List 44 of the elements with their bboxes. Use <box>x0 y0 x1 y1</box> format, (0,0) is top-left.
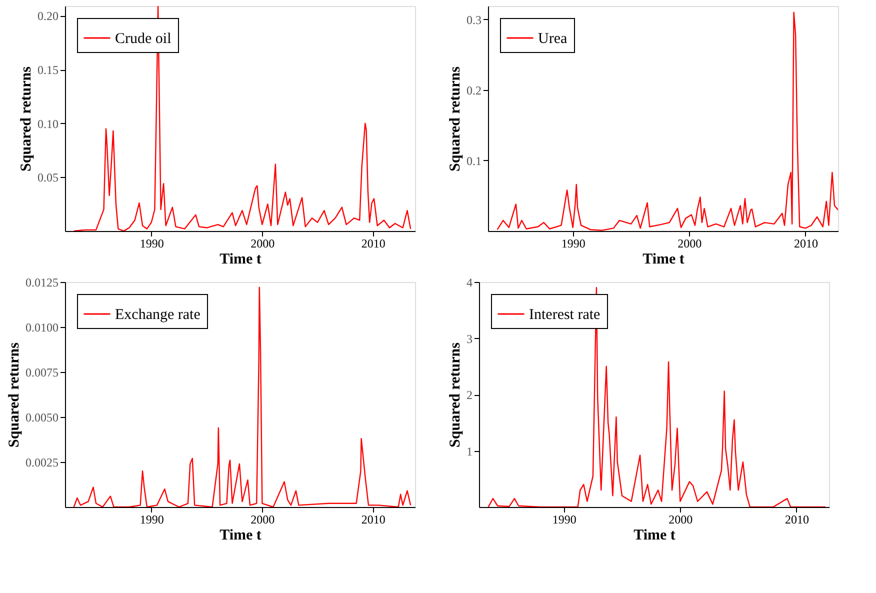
x-tick-label: 2010 <box>361 512 386 526</box>
y-tick-label: 3 <box>466 332 472 346</box>
y-tick-label: 0.0125 <box>26 276 58 290</box>
y-tick-label: 0.3 <box>466 12 482 27</box>
x-tick-label: 2000 <box>668 512 693 526</box>
x-tick-label: 2010 <box>784 512 809 526</box>
legend-label: Interest rate <box>529 307 601 323</box>
y-axis-title: Squared returns <box>18 66 34 172</box>
x-tick-label: 2000 <box>250 512 275 526</box>
y-tick-label: 0.20 <box>38 9 58 24</box>
x-axis-title: Time t <box>220 528 262 544</box>
x-axis-title: Time t <box>642 252 684 268</box>
x-tick-label: 1990 <box>140 236 164 250</box>
x-tick-label: 1990 <box>552 512 576 526</box>
x-tick-label: 2000 <box>678 236 702 250</box>
x-axis-title: Time t <box>634 528 676 544</box>
y-axis-title: Squared returns <box>6 342 22 448</box>
x-tick-label: 2000 <box>250 236 275 250</box>
y-tick-label: 0.0025 <box>26 456 58 470</box>
legend-label: Exchange rate <box>115 307 201 323</box>
y-tick-label: 0.2 <box>466 83 482 98</box>
x-tick-label: 1990 <box>561 236 586 250</box>
y-tick-label: 0.0100 <box>26 320 58 334</box>
y-tick-label: 1 <box>466 444 472 458</box>
y-tick-label: 0.0075 <box>26 366 58 380</box>
x-tick-label: 2010 <box>361 236 386 250</box>
y-tick-label: 0.10 <box>38 116 58 131</box>
legend-label: Urea <box>538 31 568 47</box>
y-tick-label: 4 <box>466 276 472 290</box>
line-series <box>73 286 412 507</box>
y-tick-label: 0.05 <box>38 170 58 185</box>
x-tick-label: 1990 <box>140 512 164 526</box>
y-tick-label: 2 <box>466 388 472 402</box>
line-series <box>496 12 838 231</box>
line-series <box>73 6 412 231</box>
y-axis-title: Squared returns <box>448 342 464 448</box>
legend-label: Crude oil <box>115 31 172 47</box>
y-tick-label: 0.1 <box>466 154 482 168</box>
x-tick-label: 2010 <box>794 236 818 250</box>
y-tick-label: 0.15 <box>38 63 58 78</box>
y-axis-title: Squared returns <box>448 66 464 172</box>
line-series <box>488 287 826 507</box>
x-axis-title: Time t <box>220 252 262 268</box>
y-tick-label: 0.0050 <box>26 410 58 424</box>
